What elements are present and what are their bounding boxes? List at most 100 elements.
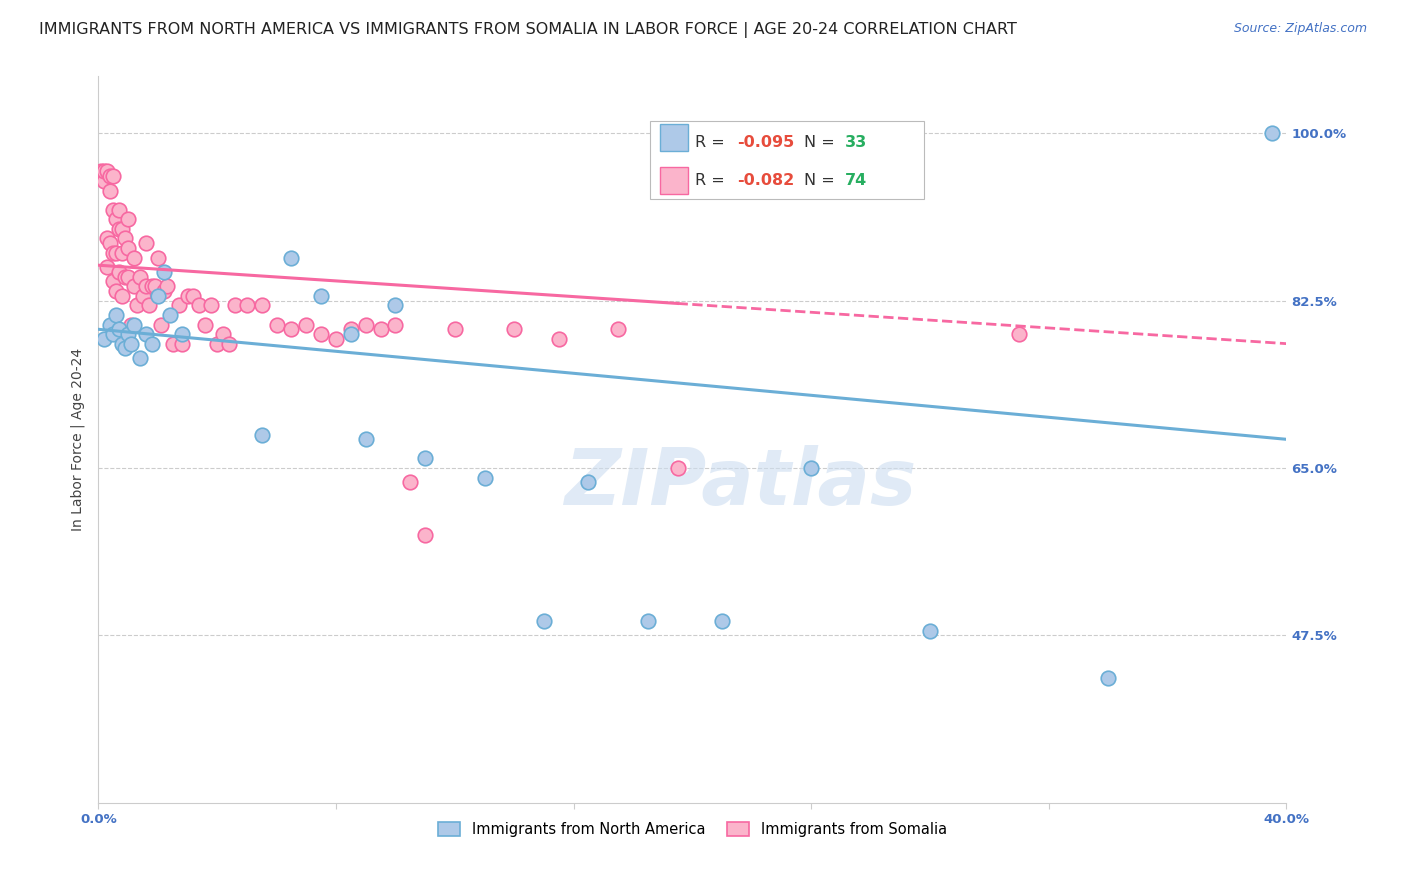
- Immigrants from North America: [159, 308, 181, 322]
- Immigrants from North America: [152, 265, 174, 279]
- Immigrants from Somalia: [224, 298, 246, 312]
- Text: 33: 33: [845, 135, 868, 150]
- Immigrants from North America: [117, 327, 139, 342]
- Immigrants from Somalia: [135, 279, 157, 293]
- Immigrants from Somalia: [547, 332, 569, 346]
- Immigrants from Somalia: [250, 298, 273, 312]
- Immigrants from North America: [309, 289, 332, 303]
- Immigrants from Somalia: [194, 318, 217, 332]
- Immigrants from North America: [141, 336, 163, 351]
- Immigrants from North America: [98, 318, 121, 332]
- Immigrants from North America: [135, 327, 157, 342]
- Immigrants from North America: [108, 322, 131, 336]
- Immigrants from North America: [93, 332, 115, 346]
- Immigrants from North America: [1260, 126, 1282, 140]
- Immigrants from Somalia: [443, 322, 465, 336]
- Immigrants from Somalia: [266, 318, 288, 332]
- Immigrants from North America: [280, 251, 302, 265]
- Immigrants from Somalia: [370, 322, 392, 336]
- Immigrants from Somalia: [117, 241, 139, 255]
- Immigrants from Somalia: [90, 164, 112, 178]
- Immigrants from Somalia: [295, 318, 318, 332]
- Immigrants from Somalia: [170, 336, 193, 351]
- Immigrants from Somalia: [149, 318, 172, 332]
- Immigrants from North America: [533, 614, 555, 628]
- Immigrants from Somalia: [218, 336, 240, 351]
- Immigrants from North America: [354, 432, 377, 446]
- Immigrants from North America: [384, 298, 406, 312]
- Immigrants from North America: [578, 475, 600, 490]
- Immigrants from Somalia: [103, 202, 125, 217]
- Immigrants from Somalia: [413, 528, 436, 542]
- Immigrants from North America: [103, 327, 125, 342]
- Immigrants from Somalia: [354, 318, 377, 332]
- Immigrants from Somalia: [340, 322, 363, 336]
- Immigrants from Somalia: [135, 236, 157, 251]
- Immigrants from Somalia: [188, 298, 211, 312]
- Immigrants from Somalia: [129, 269, 152, 284]
- Immigrants from Somalia: [666, 461, 689, 475]
- Immigrants from Somalia: [132, 289, 155, 303]
- Text: Source: ZipAtlas.com: Source: ZipAtlas.com: [1233, 22, 1367, 36]
- Text: N =: N =: [804, 173, 841, 188]
- Immigrants from Somalia: [96, 231, 118, 245]
- Text: R =: R =: [695, 135, 730, 150]
- Immigrants from Somalia: [108, 265, 131, 279]
- Immigrants from Somalia: [122, 279, 145, 293]
- Immigrants from Somalia: [111, 289, 134, 303]
- Immigrants from North America: [129, 351, 152, 365]
- Immigrants from Somalia: [162, 336, 184, 351]
- Immigrants from North America: [711, 614, 734, 628]
- Immigrants from Somalia: [280, 322, 302, 336]
- Immigrants from North America: [105, 308, 128, 322]
- Text: IMMIGRANTS FROM NORTH AMERICA VS IMMIGRANTS FROM SOMALIA IN LABOR FORCE | AGE 20: IMMIGRANTS FROM NORTH AMERICA VS IMMIGRA…: [39, 22, 1018, 38]
- Immigrants from Somalia: [503, 322, 526, 336]
- Immigrants from Somalia: [325, 332, 347, 346]
- Immigrants from Somalia: [125, 298, 148, 312]
- Immigrants from Somalia: [138, 298, 160, 312]
- Immigrants from Somalia: [183, 289, 205, 303]
- Immigrants from North America: [474, 470, 496, 484]
- Immigrants from Somalia: [111, 222, 134, 236]
- Text: -0.095: -0.095: [737, 135, 794, 150]
- Text: R =: R =: [695, 173, 730, 188]
- Immigrants from Somalia: [103, 275, 125, 289]
- Immigrants from Somalia: [120, 318, 142, 332]
- Immigrants from Somalia: [93, 164, 115, 178]
- Immigrants from Somalia: [200, 298, 222, 312]
- Immigrants from Somalia: [156, 279, 179, 293]
- Immigrants from Somalia: [117, 212, 139, 227]
- Immigrants from Somalia: [114, 269, 136, 284]
- Text: ZIPatlas: ZIPatlas: [564, 445, 917, 521]
- Immigrants from Somalia: [90, 169, 112, 184]
- Legend: Immigrants from North America, Immigrants from Somalia: Immigrants from North America, Immigrant…: [432, 815, 953, 843]
- Immigrants from Somalia: [167, 298, 190, 312]
- Immigrants from North America: [340, 327, 363, 342]
- Immigrants from Somalia: [105, 212, 128, 227]
- Immigrants from Somalia: [141, 279, 163, 293]
- Immigrants from North America: [114, 342, 136, 356]
- Immigrants from North America: [120, 336, 142, 351]
- Immigrants from North America: [250, 427, 273, 442]
- Immigrants from Somalia: [1008, 327, 1031, 342]
- Immigrants from North America: [1097, 672, 1119, 686]
- Immigrants from Somalia: [111, 245, 134, 260]
- Immigrants from Somalia: [146, 251, 169, 265]
- Immigrants from Somalia: [309, 327, 332, 342]
- Immigrants from Somalia: [212, 327, 235, 342]
- Immigrants from Somalia: [105, 245, 128, 260]
- Text: N =: N =: [804, 135, 841, 150]
- Immigrants from North America: [146, 289, 169, 303]
- Y-axis label: In Labor Force | Age 20-24: In Labor Force | Age 20-24: [70, 348, 84, 531]
- Immigrants from Somalia: [384, 318, 406, 332]
- Immigrants from North America: [170, 327, 193, 342]
- Immigrants from Somalia: [114, 231, 136, 245]
- Immigrants from Somalia: [105, 284, 128, 298]
- Immigrants from Somalia: [103, 169, 125, 184]
- Immigrants from Somalia: [152, 284, 174, 298]
- Immigrants from Somalia: [98, 184, 121, 198]
- Immigrants from North America: [111, 336, 134, 351]
- Immigrants from Somalia: [176, 289, 198, 303]
- Immigrants from Somalia: [607, 322, 630, 336]
- Immigrants from Somalia: [122, 251, 145, 265]
